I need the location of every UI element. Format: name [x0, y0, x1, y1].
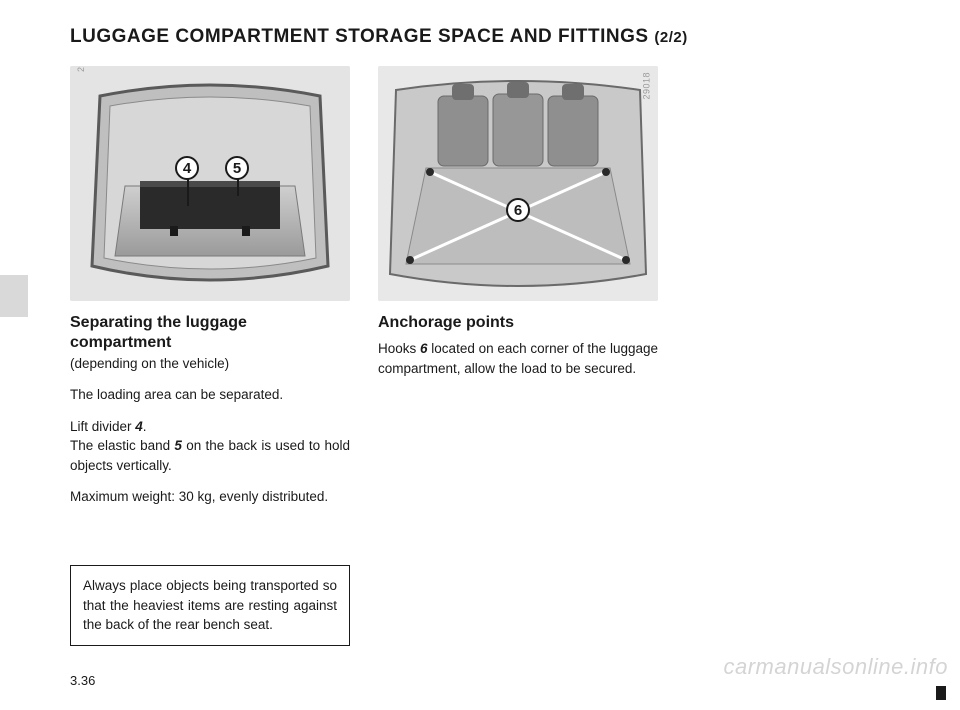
ref-5: 5 [174, 438, 182, 453]
title-suffix: (2/2) [654, 29, 687, 46]
note-box: Always place objects being transported s… [70, 565, 350, 646]
photo-id-right: 29018 [642, 72, 652, 100]
watermark: carmanualsonline.info [723, 654, 948, 680]
para-loading-area: The loading area can be separated. [70, 385, 350, 405]
leader-5 [237, 178, 239, 196]
heading-anchorage: Anchorage points [378, 313, 658, 333]
page: LUGGAGE COMPARTMENT STORAGE SPACE AND FI… [0, 0, 960, 710]
callout-5: 5 [225, 156, 249, 180]
leader-4 [187, 178, 189, 206]
callout-4: 4 [175, 156, 199, 180]
ref-6: 6 [420, 341, 428, 356]
page-title: LUGGAGE COMPARTMENT STORAGE SPACE AND FI… [70, 26, 910, 48]
column-left: 29573 [70, 66, 350, 646]
figure-anchorage-svg [378, 66, 658, 301]
ref-4: 4 [135, 419, 143, 434]
callout-6: 6 [506, 198, 530, 222]
photo-id-left: 29573 [76, 66, 86, 72]
subheading-depending: (depending on the vehicle) [70, 355, 350, 373]
corner-mark [936, 686, 946, 700]
column-spacer [686, 66, 910, 646]
para-lift-divider: Lift divider 4. The elastic band 5 on th… [70, 417, 350, 476]
para-max-weight: Maximum weight: 30 kg, evenly distribute… [70, 487, 350, 507]
heading-separating: Separating the luggage compartment [70, 313, 350, 353]
text: Lift divider [70, 419, 135, 434]
column-right: 29018 [378, 66, 658, 646]
columns: 29573 [70, 66, 910, 646]
para-hooks: Hooks 6 located on each corner of the lu… [378, 339, 658, 378]
section-tab [0, 275, 28, 317]
figure-separator: 29573 [70, 66, 350, 301]
figure-anchorage: 29018 [378, 66, 658, 301]
page-number: 3.36 [70, 673, 95, 688]
figure-separator-svg [70, 66, 350, 301]
text: Hooks [378, 341, 420, 356]
title-main: LUGGAGE COMPARTMENT STORAGE SPACE AND FI… [70, 26, 654, 47]
